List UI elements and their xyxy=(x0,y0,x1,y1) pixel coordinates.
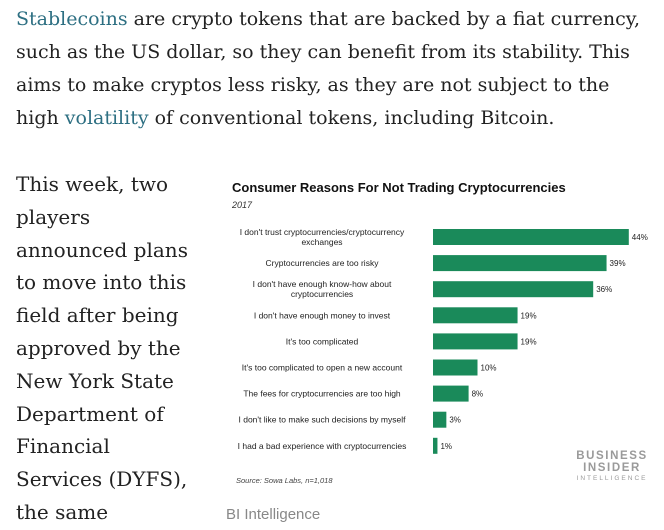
body-line: the same xyxy=(16,499,109,524)
bar xyxy=(433,359,478,376)
body-line: This week, two xyxy=(16,172,169,196)
category-label-line: cryptocurrencies xyxy=(291,289,353,299)
category-label: I don't trust cryptocurrencies/cryptocur… xyxy=(240,227,405,247)
body-line: players xyxy=(16,204,91,229)
intro-text-1: are crypto tokens that are backed by a f… xyxy=(16,8,640,129)
bar-value-label: 19% xyxy=(521,311,537,320)
category-label: I don't like to make such decisions by m… xyxy=(239,415,407,425)
intro-text-2: of conventional tokens, including Bitcoi… xyxy=(148,107,555,129)
category-label-line: It's too complicated xyxy=(286,336,359,346)
bar-value-label: 3% xyxy=(449,416,461,425)
bar-chart: 44% I don't trust cryptocurrencies/crypto… xyxy=(238,227,648,454)
category-label: I don't have enough money to invest xyxy=(254,310,391,320)
bar xyxy=(433,385,469,402)
category-label: The fees for cryptocurrencies are too hi… xyxy=(243,389,401,399)
bar xyxy=(433,255,607,272)
body-line: to move into this xyxy=(16,270,187,295)
bar xyxy=(433,281,594,298)
business-insider-logo: BUSINESS INSIDER INTELLIGENCE xyxy=(574,450,650,483)
category-label: I had a bad experience with cryptocurren… xyxy=(238,441,407,451)
category-label-line: The fees for cryptocurrencies are too hi… xyxy=(243,389,401,399)
bar xyxy=(433,333,518,350)
category-label: Cryptocurrencies are too risky xyxy=(266,258,380,268)
stablecoins-link[interactable]: Stablecoins xyxy=(16,8,128,30)
category-label: It's too complicated to open a new accou… xyxy=(242,363,403,373)
category-label-line: I don't like to make such decisions by m… xyxy=(239,415,407,425)
article-body-column: This week, two players announced plans t… xyxy=(16,168,206,529)
bar-value-label: 1% xyxy=(440,442,452,451)
bar-value-label: 19% xyxy=(521,337,537,346)
intro-paragraph: Stablecoins are crypto tokens that are b… xyxy=(16,3,656,135)
body-line: approved by the xyxy=(16,335,181,360)
category-label-line: I don't trust cryptocurrencies/cryptocur… xyxy=(240,227,405,237)
bar xyxy=(433,307,518,324)
body-line: Department of xyxy=(16,401,164,426)
category-label-line: I don't have enough know-how about xyxy=(253,279,392,289)
bar-value-label: 44% xyxy=(632,233,648,242)
bar-value-label: 10% xyxy=(481,364,497,373)
body-line: field after being xyxy=(16,303,179,328)
chart-subtitle: 2017 xyxy=(232,200,253,210)
chart-figure: Consumer Reasons For Not Trading Cryptoc… xyxy=(226,178,656,496)
bar xyxy=(433,229,629,245)
logo-line-3: INTELLIGENCE xyxy=(576,475,648,482)
bar xyxy=(433,437,438,454)
body-line: Financial xyxy=(16,434,110,459)
logo-line-2: INSIDER xyxy=(583,462,641,474)
category-label-line: I don't have enough money to invest xyxy=(254,310,391,320)
bar-value-label: 39% xyxy=(610,259,626,268)
category-label-line: Cryptocurrencies are too risky xyxy=(266,258,380,268)
bar-value-label: 8% xyxy=(472,390,484,399)
chart-source: Source: Sowa Labs, n=1,018 xyxy=(236,476,333,485)
bar-value-label: 36% xyxy=(596,285,612,294)
category-label-line: I had a bad experience with cryptocurren… xyxy=(238,441,407,451)
category-label: I don't have enough know-how about crypto… xyxy=(253,279,392,299)
logo-line-1: BUSINESS xyxy=(576,450,648,462)
body-line: announced plans xyxy=(16,237,188,262)
body-line: Services (DYFS), xyxy=(16,467,188,492)
category-label-line: exchanges xyxy=(301,237,342,247)
chart-title: Consumer Reasons For Not Trading Cryptoc… xyxy=(232,180,566,195)
bar xyxy=(433,411,447,428)
category-label-line: It's too complicated to open a new accou… xyxy=(242,363,403,373)
volatility-link[interactable]: volatility xyxy=(64,107,149,129)
body-line: New York State xyxy=(16,368,174,393)
category-label: It's too complicated xyxy=(286,336,359,346)
image-credit: BI Intelligence xyxy=(226,506,321,523)
